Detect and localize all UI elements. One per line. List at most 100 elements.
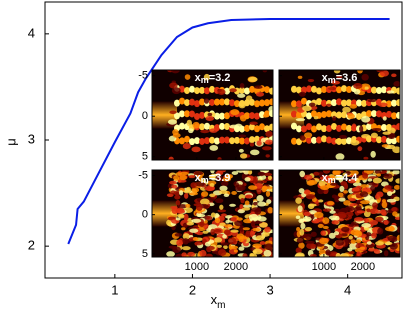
heatmap-cell [382, 131, 391, 135]
heatmap-cell [216, 244, 222, 248]
heatmap-cell [334, 138, 343, 145]
heatmap-cell [295, 118, 306, 122]
heatmap-cell [328, 86, 337, 91]
heatmap-cell [295, 247, 302, 254]
heatmap-cell [254, 125, 260, 133]
heatmap-cell [311, 125, 317, 133]
heatmap-cell [302, 216, 312, 222]
heatmap-cell [257, 216, 267, 222]
heatmap-cell [308, 102, 316, 107]
heatmap-cell [361, 73, 369, 81]
heatmap-cell [299, 170, 306, 178]
heatmap-cell [396, 135, 400, 143]
heatmap-cell [259, 99, 265, 107]
heatmap-cell [346, 99, 352, 107]
heatmap-cell [214, 112, 220, 120]
heatmap-cell [351, 187, 360, 192]
heatmap-cell [299, 228, 305, 236]
heatmap-cell [196, 213, 206, 218]
heatmap-cell [195, 204, 203, 211]
inset-label: xm=4.4 [322, 172, 359, 185]
heatmap-cell [303, 189, 311, 195]
y-axis-label: μ [3, 138, 18, 146]
heatmap-cell [264, 125, 270, 133]
heatmap-cell [192, 121, 200, 129]
heatmap-cell [204, 137, 210, 145]
heatmap-cell [347, 247, 353, 252]
heatmap-cell [396, 87, 400, 95]
inset-frame [151, 69, 274, 161]
heatmap-cell [257, 171, 266, 177]
heatmap-cell [326, 124, 332, 132]
heatmap-cell [296, 226, 301, 232]
heatmap-cell [377, 227, 384, 235]
heatmap-cell [204, 241, 211, 247]
heatmap-cell [376, 110, 382, 118]
heatmap-cell [176, 179, 187, 183]
heatmap-cell [174, 99, 180, 107]
heatmap-cell [316, 136, 322, 144]
heatmap-cell [341, 123, 347, 131]
heatmap-cell [335, 239, 345, 246]
heatmap-cell [299, 134, 306, 141]
heatmap-cell [254, 208, 262, 215]
heatmap-cell [336, 211, 347, 218]
heatmap-cell [326, 201, 335, 206]
heatmap-cell [168, 156, 174, 160]
heatmap-cell [263, 172, 273, 177]
heatmap-cell [243, 218, 252, 224]
heatmap-cell [301, 97, 307, 105]
heatmap-cell [207, 245, 215, 250]
heatmap-cell [396, 123, 400, 131]
heatmap-cell [306, 242, 315, 250]
heatmap-cell [223, 193, 230, 198]
heatmap-cell [170, 205, 178, 209]
heatmap-cell [386, 198, 397, 203]
heatmap-cell [371, 127, 382, 132]
heatmap-cell [219, 204, 224, 210]
heatmap-cell [371, 110, 377, 118]
heatmap-cell [229, 88, 237, 93]
heatmap-cell [339, 134, 347, 140]
heatmap-cell [311, 136, 317, 144]
heatmap-cell [172, 246, 181, 254]
heatmap-cell [318, 171, 324, 178]
heatmap-cell [218, 190, 228, 195]
heatmap-cell [219, 136, 225, 144]
heatmap-cell [370, 150, 376, 158]
heatmap-cell [318, 179, 326, 187]
heatmap-cell [209, 128, 218, 133]
heatmap-cell [219, 112, 225, 120]
heatmap-cell [291, 110, 297, 118]
heatmap-cell [214, 137, 220, 145]
heatmap-cell [333, 70, 341, 74]
heatmap-cell [352, 182, 362, 187]
heatmap-cell [334, 174, 344, 181]
heatmap-cell [320, 230, 327, 236]
heatmap-cell [309, 254, 317, 257]
heatmap-cell [341, 99, 347, 107]
heatmap-cell [172, 133, 181, 138]
heatmap-cell [249, 112, 255, 120]
heatmap-cell [234, 136, 240, 144]
heatmap-cell [226, 174, 234, 179]
heatmap-cell [373, 248, 379, 252]
heatmap-cell [392, 170, 400, 175]
heatmap-cell [348, 223, 354, 227]
heatmap-cell [296, 111, 302, 119]
heatmap-cell [239, 86, 245, 94]
heatmap-cell [298, 188, 305, 194]
heatmap-cell [367, 178, 373, 182]
heatmap-cell [244, 194, 253, 199]
heatmap-cell [220, 242, 230, 246]
heatmap-cell [224, 136, 230, 144]
heatmap-cell [175, 200, 181, 206]
heatmap-cell [326, 136, 332, 144]
heatmap-cell [189, 98, 195, 106]
y-tick-label: 3 [28, 131, 35, 146]
inset-y-tick-label: 0 [142, 110, 148, 122]
inset-y-tick-label: -5 [138, 70, 148, 82]
heatmap-cell [269, 87, 273, 95]
heatmap-cell [217, 209, 227, 213]
heatmap-cell [302, 105, 312, 112]
